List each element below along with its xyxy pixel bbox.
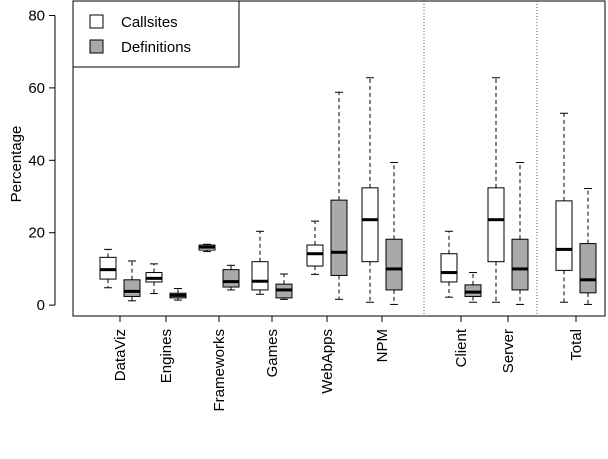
box-frameworks-callsites [198, 243, 216, 253]
box-client-definitions [464, 272, 482, 303]
box-server-definitions [511, 161, 529, 305]
iqr-box [330, 199, 348, 276]
plot-frame [72, 0, 606, 317]
box-dataviz-definitions [123, 260, 141, 302]
iqr-box [555, 200, 573, 271]
box-npm-callsites [361, 77, 379, 303]
y-tick-label: 60 [28, 80, 45, 97]
x-category-label: Games [264, 329, 281, 377]
legend-label-callsites: Callsites [121, 14, 178, 31]
box-games-callsites [251, 230, 269, 295]
iqr-box [487, 187, 505, 263]
box-webapps-definitions [330, 91, 348, 300]
x-category-label: Frameworks [211, 329, 228, 412]
legend-swatch-definitions [89, 39, 104, 54]
box-total-callsites [555, 112, 573, 303]
iqr-box [511, 238, 529, 291]
y-tick-label: 20 [28, 225, 45, 242]
x-axis: DataViz Engines Frameworks Games WebApps NPM C… [112, 316, 585, 412]
box-server-callsites [487, 77, 505, 303]
box-webapps-callsites [306, 220, 324, 275]
y-tick-label: 40 [28, 152, 45, 169]
y-axis: 0 20 40 60 80 [28, 7, 56, 314]
x-category-label: WebApps [319, 329, 336, 394]
x-category-label: Engines [158, 329, 175, 383]
boxes-layer [99, 77, 597, 305]
iqr-box [306, 244, 324, 267]
y-tick-label: 0 [37, 297, 45, 314]
legend-label-definitions: Definitions [121, 39, 191, 56]
x-category-label: NPM [374, 329, 391, 362]
box-npm-definitions [385, 161, 403, 305]
y-axis-title: Percentage [8, 126, 25, 203]
box-games-definitions [275, 273, 293, 300]
legend-swatch-callsites [89, 14, 104, 29]
box-engines-definitions [169, 287, 187, 301]
iqr-box [385, 238, 403, 291]
box-engines-callsites [145, 263, 163, 295]
iqr-box [440, 253, 458, 283]
box-dataviz-callsites [99, 248, 117, 289]
box-client-callsites [440, 230, 458, 298]
y-tick-label: 80 [28, 7, 45, 24]
box-frameworks-definitions [222, 264, 240, 291]
x-category-label: Server [500, 329, 517, 373]
iqr-box [222, 269, 240, 288]
x-category-label: Client [453, 328, 470, 367]
iqr-box [123, 279, 141, 297]
x-category-label: DataViz [112, 329, 129, 381]
x-category-label: Total [568, 329, 585, 361]
iqr-box [251, 261, 269, 291]
box-total-definitions [579, 188, 597, 305]
iqr-box [579, 243, 597, 294]
iqr-box [361, 187, 379, 263]
legend: Callsites Definitions [72, 0, 240, 68]
legend-frame [72, 0, 240, 68]
